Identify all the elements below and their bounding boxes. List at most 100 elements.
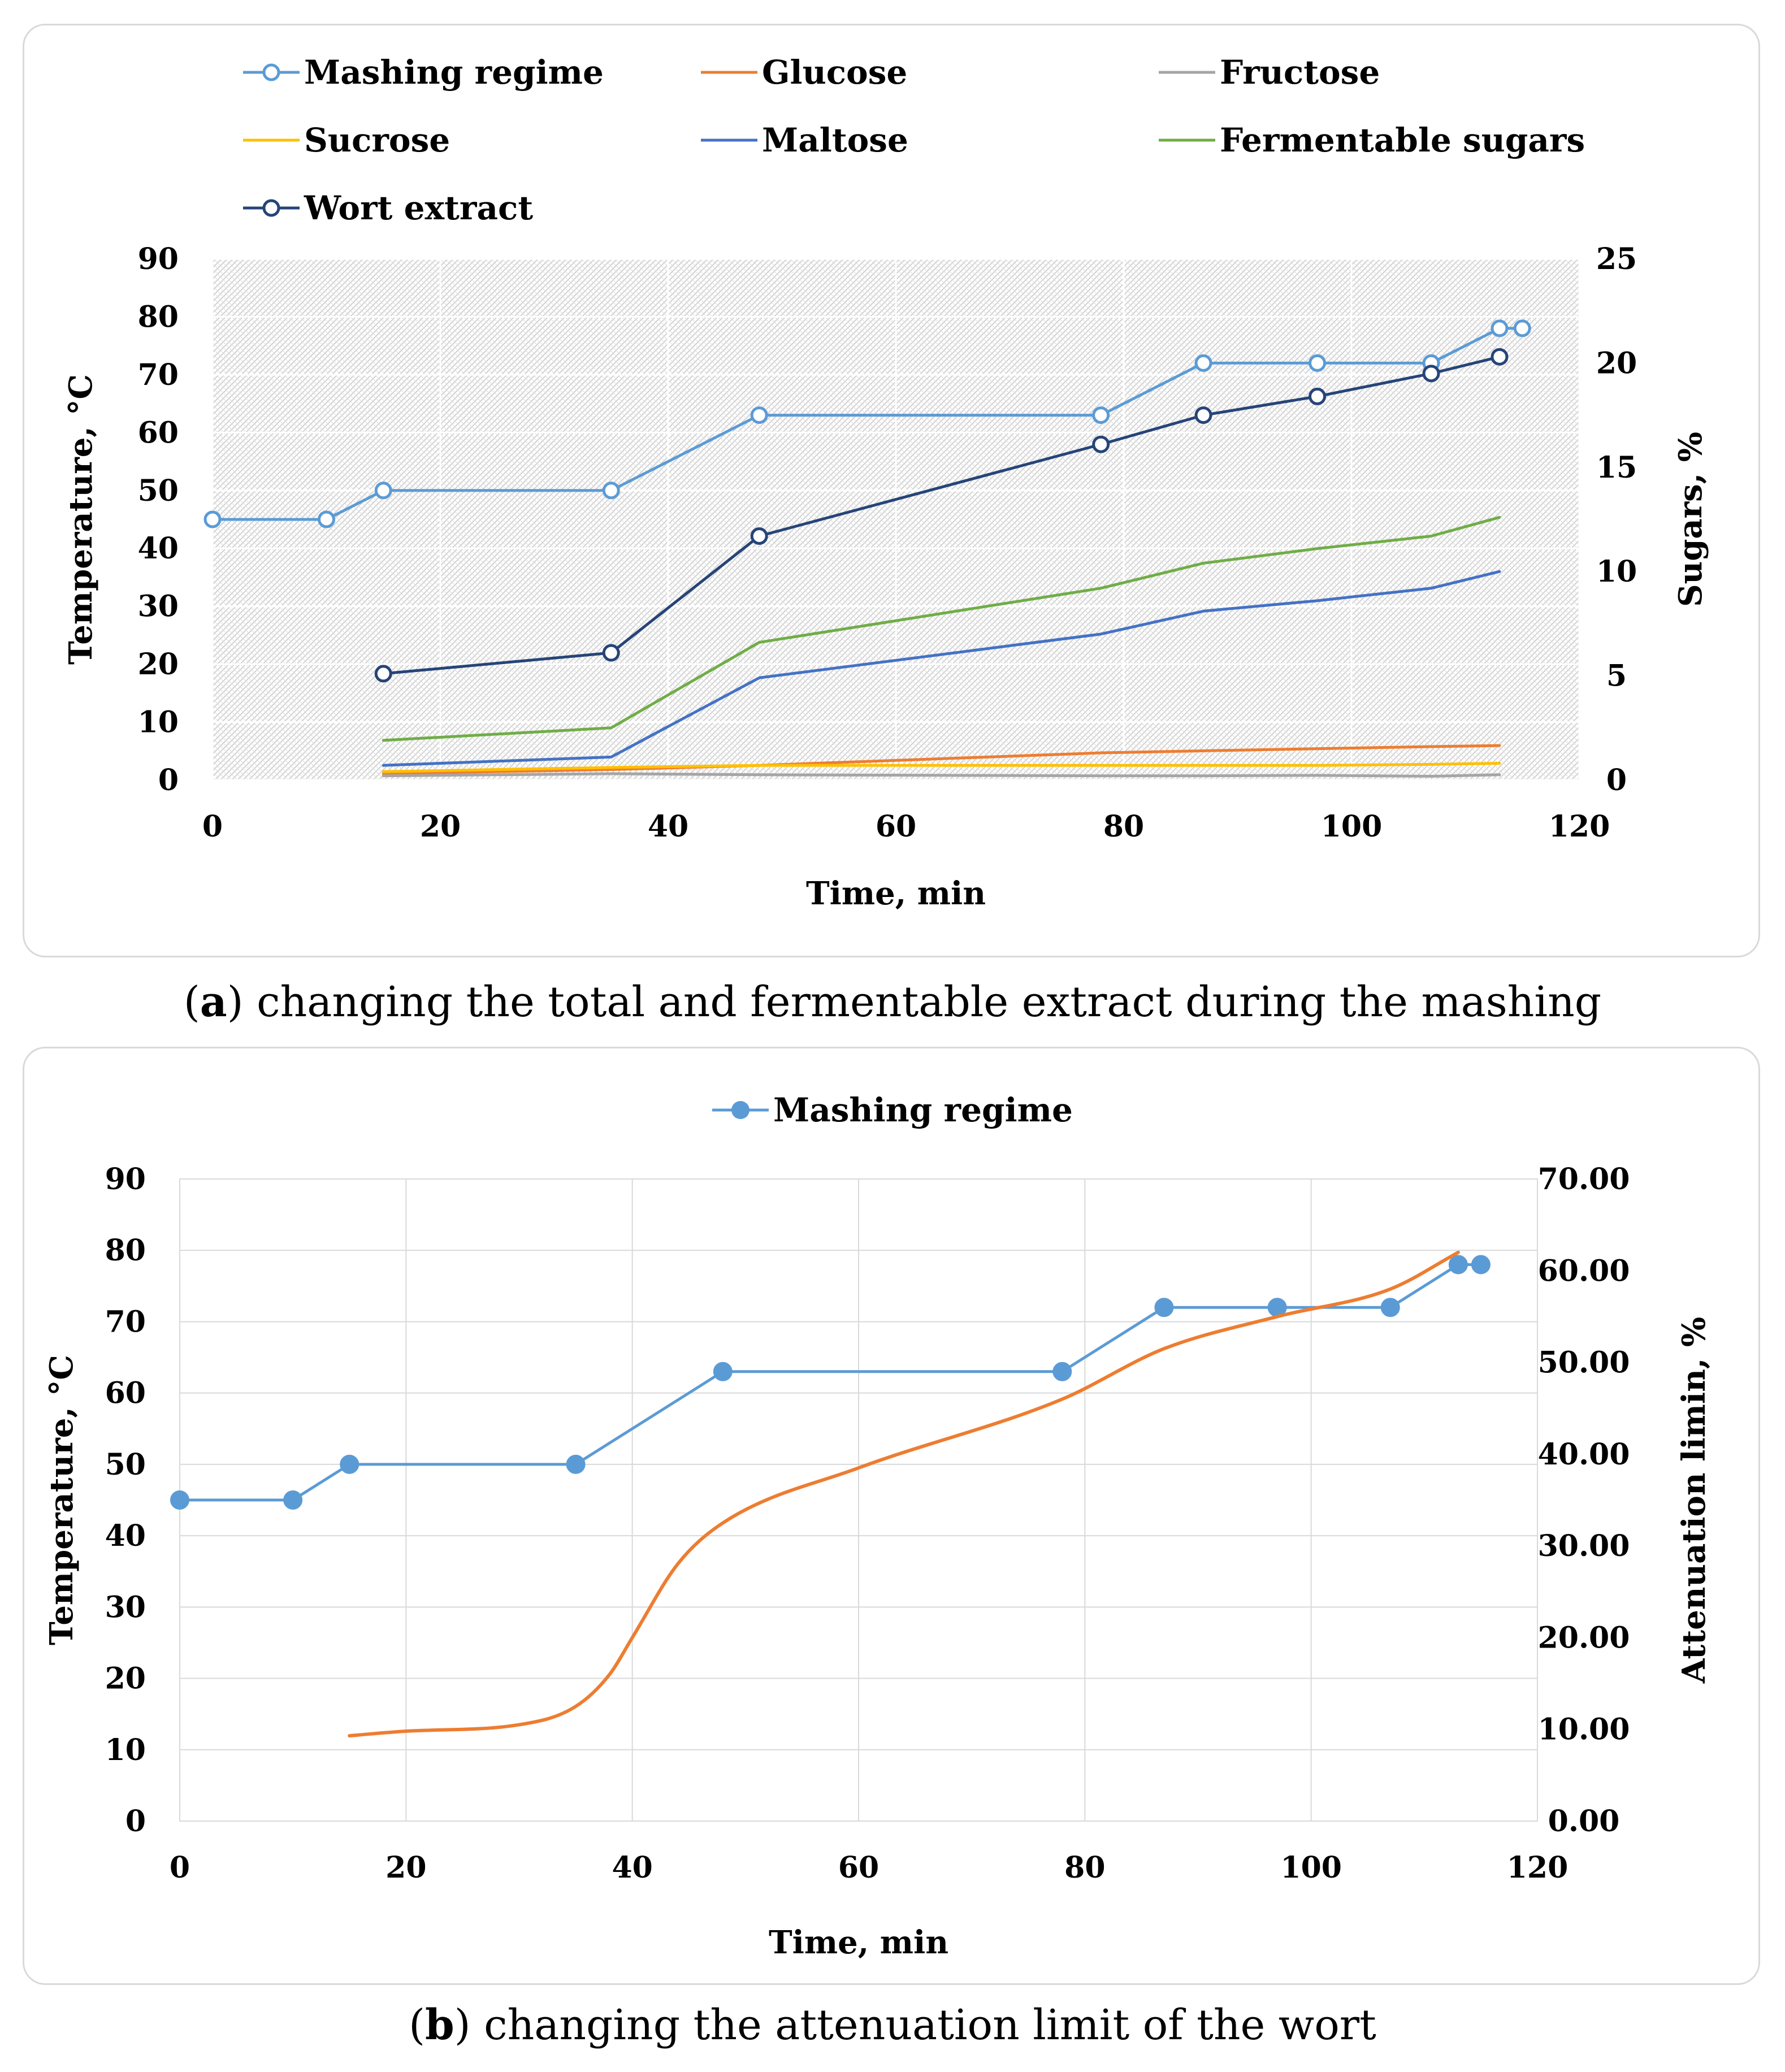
chart-a-legend-label: Fermentable sugars [1220, 121, 1585, 159]
chart-a-series-4-line [382, 570, 1501, 767]
chart-b-y-tick-label: 10 [105, 1733, 146, 1767]
chart-b-y-tick-label: 40 [105, 1519, 146, 1553]
chart-a-series-6-point [374, 665, 392, 683]
caption-b: (b) changing the attenuation limit of th… [409, 2001, 1376, 2049]
chart-b-series-0-point [170, 1490, 189, 1510]
caption-a: (a) changing the total and fermentable e… [183, 978, 1602, 1026]
chart-a-series-0-point [602, 482, 620, 500]
chart-b-y-tick-label: 30 [105, 1590, 146, 1624]
chart-b-y2-tick-label: 50.00 [1538, 1346, 1630, 1380]
chart-a-y2-tick-label: 0 [1606, 763, 1627, 797]
chart-b-legend-label: Mashing regime [773, 1091, 1073, 1129]
chart-b-series-0 [170, 1255, 1491, 1510]
chart-b-legend-item: Mashing regime [712, 1091, 1073, 1129]
chart-a-series-1-line [382, 744, 1501, 775]
chart-b-y-tick-label: 20 [105, 1662, 146, 1696]
chart-a-y2-tick-label: 10 [1596, 554, 1637, 589]
chart-a-series-6-line [382, 355, 1501, 675]
chart-b-group: 0 20 40 60 80 100 120 0 10 20 30 40 50 60 70 80 90 0.00 10… [43, 1091, 1713, 1961]
chart-a-legend-label: Maltose [762, 121, 908, 159]
chart-a-y-tick-label: 90 [138, 242, 179, 276]
chart-b-series-0-point [1052, 1362, 1072, 1381]
chart-a-legend-marker [262, 63, 280, 81]
chart-b-y2-tick-label: 70.00 [1538, 1162, 1630, 1197]
chart-a-x-axis-title: Time, min [806, 875, 986, 912]
chart-a-series-6-point [1309, 387, 1327, 405]
chart-b-y-axis-title: Temperature, °C [43, 1355, 80, 1645]
chart-a-y2-tick-label: 15 [1596, 450, 1637, 485]
chart-b-series-0-point [1448, 1255, 1468, 1275]
chart-b-y-tick-label: 0 [125, 1804, 146, 1839]
chart-b-legend-marker [731, 1101, 749, 1119]
chart-b-x-axis-title: Time, min [769, 1924, 948, 1961]
chart-a-legend-item: Mashing regime [243, 53, 604, 92]
chart-a-y-tick-label: 80 [138, 300, 179, 334]
chart-b-series-0-point [713, 1362, 733, 1381]
chart-b-series-0-point [1471, 1255, 1491, 1275]
chart-b-series-0-point [283, 1490, 303, 1510]
chart-a-legend-label: Fructose [1220, 53, 1380, 92]
chart-a-x-tick-label: 60 [876, 809, 916, 844]
chart-a-series-5-line [382, 515, 1501, 742]
chart-a-series-0-point [750, 406, 768, 424]
chart-a-y2-tick-label: 5 [1606, 659, 1627, 693]
chart-a-y-tick-label: 50 [138, 474, 179, 508]
chart-b-x-tick-label: 40 [612, 1850, 652, 1885]
chart-a-series-0-point [1194, 354, 1212, 372]
chart-a-legend-label: Mashing regime [304, 53, 604, 92]
chart-b-series-1 [348, 1250, 1460, 1738]
chart-a-legend-item: Wort extract [243, 189, 533, 227]
chart-a-x-tick-label: 100 [1321, 809, 1383, 844]
chart-b-series-0-point [1380, 1298, 1400, 1317]
chart-a-series-0-point [1092, 406, 1110, 424]
chart-a-series-3 [382, 762, 1501, 773]
caption-a-label: a [200, 978, 227, 1026]
chart-b-y2-tick-label: 20.00 [1538, 1620, 1630, 1655]
chart-a-x-tick-label: 80 [1103, 809, 1144, 844]
chart-b-y2-tick-label: 0.00 [1548, 1804, 1620, 1839]
caption-a-text: changing the total and fermentable extra… [257, 978, 1602, 1026]
chart-b-y2-tick-label: 10.00 [1538, 1713, 1630, 1747]
chart-a-series-6-point [1194, 406, 1212, 424]
chart-a-series-6-point [1092, 435, 1110, 453]
chart-b-y-tick-label: 70 [105, 1304, 146, 1339]
chart-a-series-6-point [1491, 348, 1509, 366]
chart-a-y-tick-label: 20 [138, 647, 179, 682]
chart-a-series-5 [382, 515, 1501, 742]
chart-a-series-0-point [318, 510, 335, 528]
chart-b-y2-tick-label: 60.00 [1538, 1254, 1630, 1288]
chart-b-series-1-line [348, 1250, 1460, 1738]
chart-a-x-tick-label: 40 [648, 809, 688, 844]
chart-a-group: 0 20 40 60 80 100 120 0 10 20 30 40 50 60 70 80 90 0 5 10 15… [62, 53, 1709, 912]
chart-a-legend-label: Sucrose [304, 121, 450, 159]
chart-b-x-tick-label: 0 [170, 1850, 190, 1885]
chart-a-y-axis-title: Temperature, °C [62, 374, 99, 665]
chart-a-series-6 [374, 348, 1509, 683]
chart-b-y-tick-label: 50 [105, 1447, 146, 1482]
chart-a-y-tick-label: 0 [158, 763, 179, 797]
chart-a-x-tick-label: 20 [420, 809, 461, 844]
chart-b-series-0-point [1154, 1298, 1174, 1317]
chart-a-y2-tick-label: 20 [1596, 346, 1637, 380]
chart-a-series-0-point [1491, 319, 1509, 337]
chart-a-legend-item: Glucose [701, 53, 907, 92]
chart-a-series-6-point [602, 644, 620, 662]
chart-b-y2-axis-title: Attenuation limin, % [1675, 1317, 1713, 1684]
caption-b-label: b [424, 2001, 454, 2049]
chart-a-series-1 [382, 744, 1501, 775]
chart-b-series-0-point [566, 1454, 586, 1474]
caption-b-text: changing the attenuation limit of the wo… [484, 2001, 1376, 2049]
chart-a-series-0-point [1309, 354, 1327, 372]
chart-b-x-tick-label: 60 [838, 1850, 879, 1885]
chart-b-y2-tick-label: 30.00 [1538, 1529, 1630, 1563]
chart-a-legend-item: Sucrose [243, 121, 450, 159]
chart-a-legend-item: Maltose [701, 121, 908, 159]
chart-a-y-tick-label: 70 [138, 358, 179, 392]
chart-b-x-tick-label: 100 [1280, 1850, 1342, 1885]
chart-a-y-tick-label: 60 [138, 415, 179, 450]
chart-a-series-0-point [374, 482, 392, 500]
chart-a-series-3-line [382, 762, 1501, 773]
chart-b-x-tick-label: 120 [1507, 1850, 1569, 1885]
chart-b-y-tick-label: 60 [105, 1376, 146, 1411]
chart-a-series-4 [382, 570, 1501, 767]
